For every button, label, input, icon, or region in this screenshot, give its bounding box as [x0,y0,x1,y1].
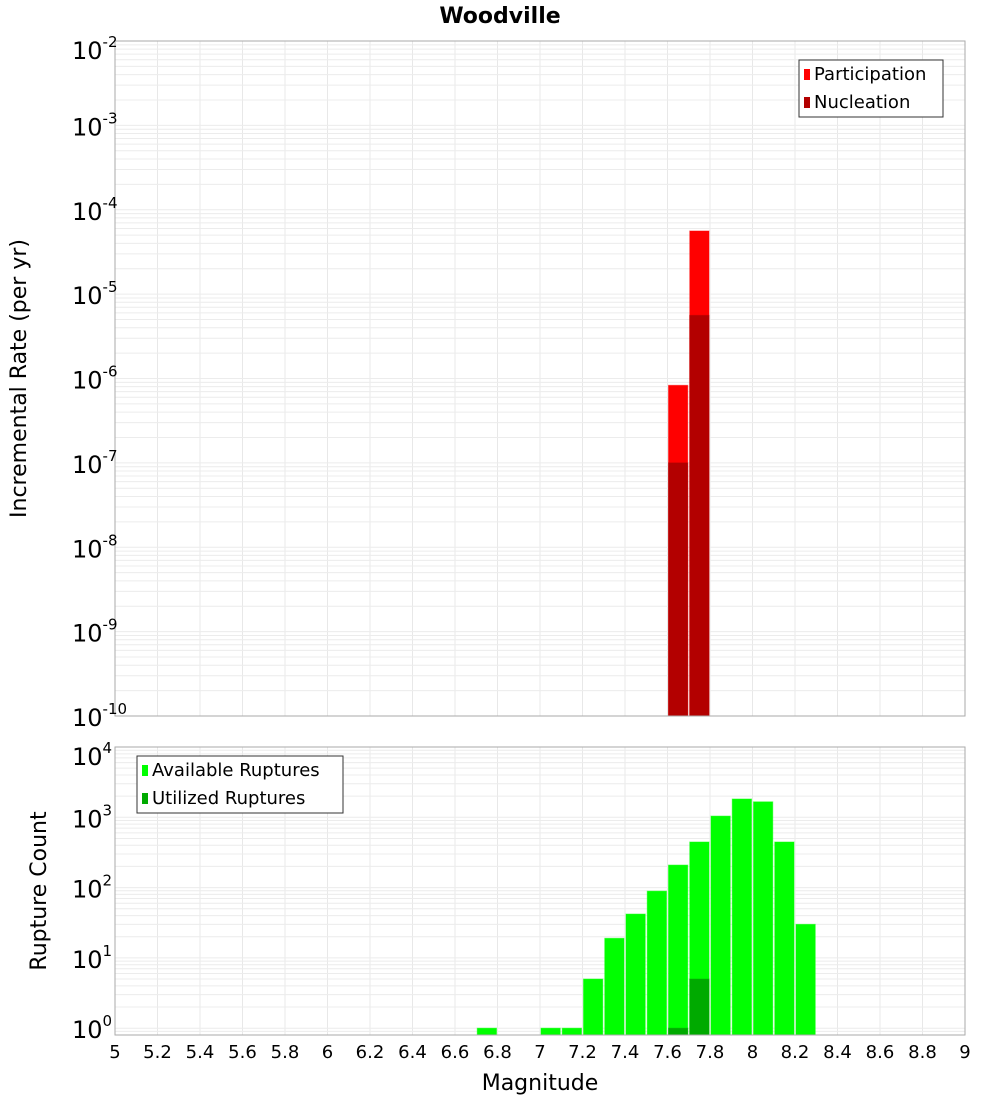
y-tick-label: 101 [72,942,112,974]
bar-available-ruptures [753,801,774,1036]
x-tick-label: 6.2 [356,1042,385,1063]
y-tick-label: 10-5 [72,278,118,310]
y-tick-label: 103 [72,801,112,833]
x-tick-label: 7.6 [653,1042,682,1063]
y-tick-label: 10-6 [72,363,118,395]
y-tick-label: 10-9 [72,616,118,648]
bar-available-ruptures [583,978,604,1036]
x-tick-label: 5.2 [143,1042,172,1063]
legend-label: Available Ruptures [152,760,320,781]
x-tick-label: 9 [959,1042,970,1063]
bar-utilized-ruptures [668,1027,689,1036]
bar-available-ruptures [668,864,689,1036]
bar-available-ruptures [476,1027,497,1036]
plot-frame [114,40,966,717]
legend-label: Nucleation [814,92,910,113]
y-tick-label: 10-2 [72,33,118,65]
plot-frame [114,746,966,1036]
x-tick-label: 6.6 [441,1042,470,1063]
bar-available-ruptures [561,1027,582,1036]
x-axis-label: Magnitude [482,1071,599,1096]
chart-title: Woodville [439,4,560,29]
bar-available-ruptures [625,913,646,1036]
panel-0 [114,40,966,717]
x-tick-label: 7.2 [568,1042,597,1063]
x-tick-label: 6 [322,1042,333,1063]
bar-available-ruptures [795,923,816,1036]
x-tick-label: 5.6 [228,1042,257,1063]
y-tick-label: 10-8 [72,531,118,563]
x-tick-label: 5 [109,1042,120,1063]
legend-swatch [142,793,148,804]
legend-swatch [804,69,810,80]
x-tick-label: 8.8 [908,1042,937,1063]
y-tick-label: 10-10 [72,700,127,732]
legend-label: Participation [814,64,926,85]
bar-available-ruptures [646,890,667,1036]
legend-label: Utilized Ruptures [152,788,305,809]
bar-utilized-ruptures [689,978,710,1036]
y-tick-label: 10-3 [72,109,118,141]
bar-nucleation [668,462,689,717]
y-tick-label: 102 [72,872,112,904]
bar-nucleation [689,314,710,717]
x-tick-label: 7.8 [696,1042,725,1063]
x-tick-label: 8.2 [781,1042,810,1063]
panel-1 [114,746,966,1036]
bar-available-ruptures [731,798,752,1036]
legend-swatch [142,765,148,776]
bar-available-ruptures [710,815,731,1036]
bar-available-ruptures [774,841,795,1036]
y-axis-label: Incremental Rate (per yr) [7,239,32,518]
x-tick-label: 8.6 [866,1042,895,1063]
x-tick-label: 5.4 [186,1042,215,1063]
bar-available-ruptures [604,937,625,1036]
x-tick-label: 7.4 [611,1042,640,1063]
y-tick-label: 10-4 [72,194,118,226]
legend-swatch [804,97,810,108]
x-tick-label: 8.4 [823,1042,852,1063]
x-tick-label: 8 [747,1042,758,1063]
legend [798,59,944,118]
y-tick-label: 100 [72,1012,112,1044]
x-tick-label: 7 [534,1042,545,1063]
legend [136,755,344,814]
y-tick-label: 104 [72,739,112,771]
y-axis-label: Rupture Count [27,811,52,971]
y-tick-label: 10-7 [72,447,118,479]
x-tick-label: 5.8 [271,1042,300,1063]
x-tick-label: 6.8 [483,1042,512,1063]
bar-available-ruptures [540,1027,561,1036]
x-tick-label: 6.4 [398,1042,427,1063]
